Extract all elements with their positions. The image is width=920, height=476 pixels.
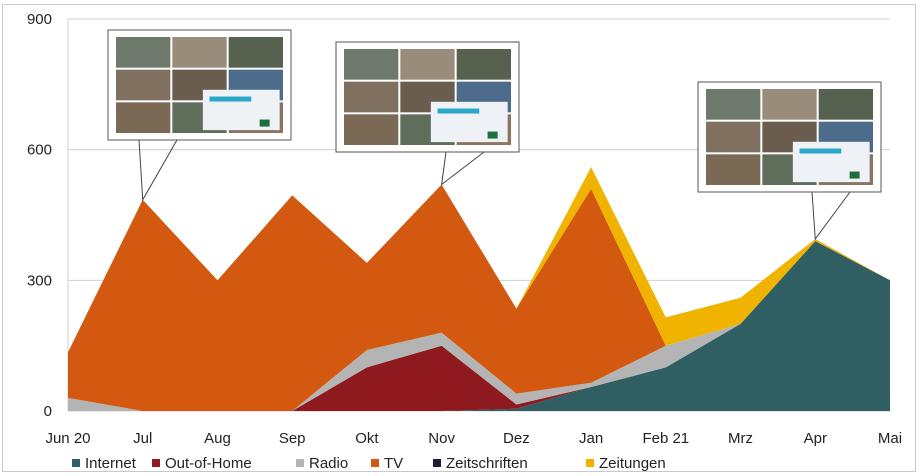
legend-swatch-zeitschriften [433, 459, 441, 467]
thumbnail-photo-nov-6 [344, 114, 399, 145]
x-tick-label-sep: Sep [279, 430, 306, 447]
annotation-leader-apr [811, 191, 851, 241]
thumbnail-logo-nov [487, 131, 498, 139]
thumbnail-photo-apr-6 [706, 154, 761, 185]
x-tick-label-dez: Dez [503, 430, 530, 447]
x-tick-label-mrz: Mrz [728, 430, 753, 447]
area-out-of-home [68, 241, 890, 411]
thumbnail-photo-jul-6 [116, 102, 171, 133]
thumbnail-photo-jul-1 [172, 37, 227, 68]
x-tick-label-nov: Nov [428, 430, 455, 447]
x-tick-label-mai: Mai [878, 430, 902, 447]
x-tick-label-jan: Jan [579, 430, 603, 447]
thumbnail-photo-jul-2 [228, 37, 283, 68]
legend-label-internet: Internet [85, 455, 137, 472]
thumbnail-photo-jul-0 [116, 37, 171, 68]
legend-label-zeitungen: Zeitungen [599, 455, 666, 472]
x-tick-label-aug: Aug [204, 430, 231, 447]
y-tick-label-0: 0 [44, 403, 52, 420]
x-tick-label-jul: Jul [133, 430, 152, 447]
thumbnail-pen-apr [799, 148, 842, 154]
annotation-leader-nov [440, 151, 485, 186]
y-tick-label-900: 900 [27, 11, 52, 28]
chart-frame [2, 4, 916, 472]
thumbnail-photo-nov-0 [344, 49, 399, 80]
thumbnail-photo-jul-3 [116, 69, 171, 101]
thumbnail-photo-nov-3 [344, 81, 399, 113]
x-tick-label-feb-21: Feb 21 [642, 430, 689, 447]
legend-swatch-out-of-home [152, 459, 160, 467]
legend-label-zeitschriften: Zeitschriften [446, 455, 528, 472]
thumbnail-logo-apr [849, 171, 860, 179]
annotation-leader-jul [138, 139, 178, 202]
thumbnail-photo-nov-2 [456, 49, 511, 80]
y-tick-label-300: 300 [27, 272, 52, 289]
legend-swatch-radio [296, 459, 304, 467]
thumbnail-photo-nov-1 [400, 49, 455, 80]
x-tick-label-apr: Apr [804, 430, 827, 447]
thumbnail-pen-nov [437, 108, 480, 114]
x-tick-label-okt: Okt [355, 430, 379, 447]
legend-swatch-tv [371, 459, 379, 467]
legend-label-out-of-home: Out-of-Home [165, 455, 252, 472]
thumbnail-photo-apr-0 [706, 89, 761, 120]
legend-swatch-internet [72, 459, 80, 467]
thumbnail-photo-apr-2 [818, 89, 873, 120]
thumbnail-logo-jul [259, 119, 270, 127]
area-tv [68, 184, 890, 411]
x-tick-label-jun-20: Jun 20 [45, 430, 90, 447]
thumbnail-photo-apr-3 [706, 121, 761, 153]
thumbnail-pen-jul [209, 96, 252, 102]
thumbnail-photo-apr-1 [762, 89, 817, 120]
legend-swatch-zeitungen [586, 459, 594, 467]
area-internet [68, 241, 890, 411]
legend-label-tv: TV [384, 455, 403, 472]
legend-label-radio: Radio [309, 455, 348, 472]
y-tick-label-600: 600 [27, 142, 52, 159]
